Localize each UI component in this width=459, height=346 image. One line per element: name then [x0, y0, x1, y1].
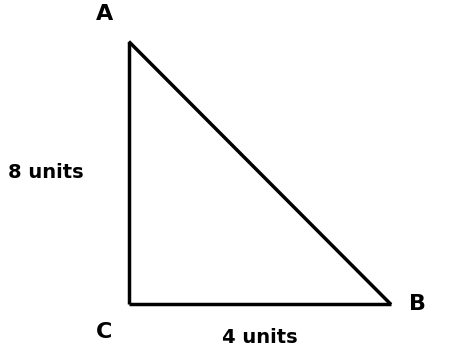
Text: C: C [96, 322, 112, 342]
Text: B: B [409, 294, 425, 315]
Text: 4 units: 4 units [222, 328, 297, 346]
Text: A: A [95, 4, 112, 24]
Text: 8 units: 8 units [8, 164, 84, 182]
